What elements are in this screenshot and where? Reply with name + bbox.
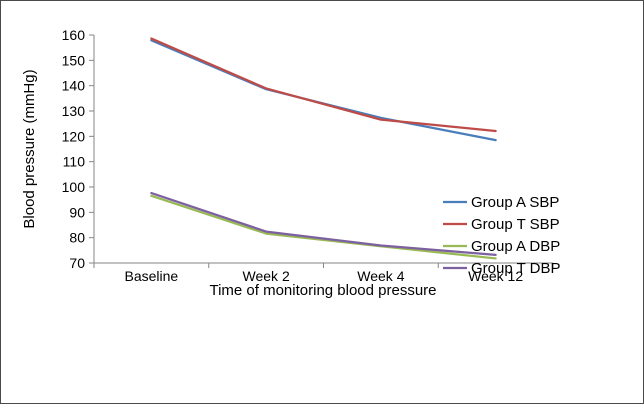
x-axis-title: Time of monitoring blood pressure [209,282,436,299]
series-line-2 [150,37,497,133]
x-axis-ticks: Baseline Week 2 Week 4 Week 12 [93,263,554,284]
series-line-3 [150,194,497,260]
legend-label: Group A SBP [471,194,559,211]
x-tick-label: Baseline [125,268,179,284]
x-tick-label: Week 12 [468,268,523,284]
x-tick-label: Week 2 [243,268,290,284]
series-lines [150,37,497,260]
legend: Group A SBP Group T SBP Group A DBP Group T… [443,194,561,277]
legend-label: Group A DBP [471,238,560,255]
legend-label: Group T SBP [471,216,560,233]
y-tick-label: 140 [62,78,86,94]
y-tick-label: 80 [69,230,85,246]
legend-label: Group T DBP [471,260,561,277]
y-axis-ticks: 70 80 90 100 110 120 130 140 150 160 [62,27,94,271]
y-tick-label: 70 [69,255,85,271]
y-tick-label: 100 [62,179,86,195]
y-axis-title: Blood pressure (mmHg) [21,69,38,228]
y-tick-label: 110 [63,154,86,170]
y-tick-label: 150 [62,52,86,68]
x-tick-label: Week 4 [357,268,404,284]
y-tick-label: 130 [62,103,86,119]
y-tick-label: 120 [62,128,86,144]
series-line-4 [150,191,497,257]
y-tick-label: 160 [62,27,86,43]
y-tick-label: 90 [69,204,85,220]
